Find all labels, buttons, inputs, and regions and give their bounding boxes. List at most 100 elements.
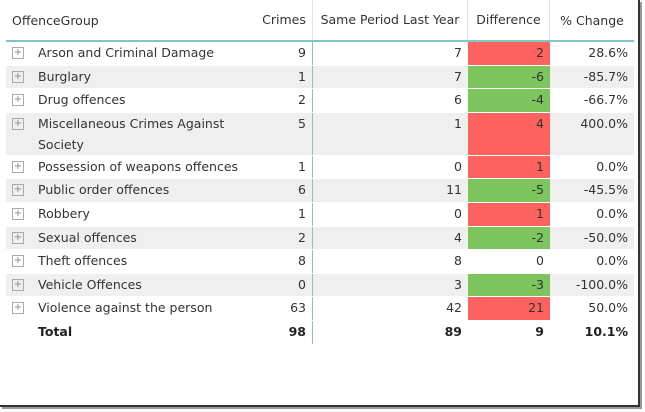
- offence-name: Drug offences: [38, 92, 126, 108]
- table-row: + Burglary 1 7 -6 -85.7%: [6, 65, 634, 90]
- sply-cell: 7: [454, 68, 462, 84]
- offence-name: Sexual offences: [38, 229, 137, 245]
- crimes-cell: 8: [256, 250, 313, 273]
- sply-cell: 11: [446, 182, 462, 198]
- table-row: + Public order offences 6 11 -5 -45.5%: [6, 179, 634, 203]
- difference-cell: 1: [468, 155, 550, 179]
- offence-cell: + Sexual offences: [6, 227, 256, 250]
- crimes-cell: 63: [256, 297, 313, 320]
- crimes-cell: 1: [256, 155, 313, 179]
- pct-change-cell: 0.0%: [596, 253, 628, 269]
- sply-cell: 0: [454, 205, 462, 221]
- crimes-cell: 1: [256, 202, 313, 226]
- expand-plus-icon[interactable]: +: [12, 70, 24, 83]
- sply-cell: 42: [446, 300, 462, 316]
- crimes-cell: 6: [256, 179, 313, 202]
- expand-plus-icon[interactable]: +: [12, 117, 24, 130]
- pct-change-cell: -66.7%: [583, 92, 628, 108]
- expand-plus-icon[interactable]: +: [12, 47, 24, 59]
- offence-cell: + Arson and Criminal Damage: [6, 42, 256, 65]
- offence-cell: + Public order offences: [6, 179, 256, 202]
- offence-cell: + Violence against the person: [6, 297, 256, 320]
- difference-cell: 1: [468, 202, 550, 226]
- table-row: + Theft offences 8 8 0 0.0%: [6, 250, 634, 274]
- sply-cell: 6: [454, 92, 462, 108]
- difference-cell: 4: [468, 112, 550, 155]
- crimes-cell: 2: [256, 226, 313, 250]
- offence-cell: + Miscellaneous Crimes Against Society: [6, 113, 256, 155]
- total-row: Total 98 89 9 10.1%: [6, 320, 634, 345]
- crimes-cell: 1: [256, 65, 313, 89]
- pct-change-cell: 0.0%: [596, 205, 628, 221]
- crimes-cell: 0: [256, 273, 313, 297]
- pct-change-cell: 50.0%: [588, 300, 628, 316]
- expand-plus-icon[interactable]: +: [12, 160, 24, 173]
- header-same-period-last-year[interactable]: Same Period Last Year: [313, 0, 468, 40]
- pct-change-cell: -50.0%: [583, 229, 628, 245]
- table-row: + Miscellaneous Crimes Against Society 5 …: [6, 112, 634, 156]
- table-row: + Drug offences 2 6 -4 -66.7%: [6, 89, 634, 113]
- sply-cell: 4: [454, 229, 462, 245]
- expand-plus-icon[interactable]: +: [12, 302, 24, 315]
- offence-name: Violence against the person: [38, 300, 213, 316]
- offence-name: Possession of weapons offences: [38, 158, 239, 174]
- header-offencegroup[interactable]: OffenceGroup: [12, 12, 99, 28]
- table-row: + Possession of weapons offences 1 0 1 0.…: [6, 155, 634, 180]
- offence-name: Miscellaneous Crimes Against Society: [38, 115, 225, 152]
- pct-change-cell: -45.5%: [583, 182, 628, 198]
- expand-plus-icon[interactable]: +: [12, 184, 24, 197]
- total-sply: 89: [444, 323, 462, 339]
- expand-plus-icon[interactable]: +: [12, 231, 24, 244]
- pct-change-cell: -100.0%: [575, 276, 628, 292]
- sply-cell: 3: [454, 276, 462, 292]
- difference-cell: 2: [468, 42, 550, 65]
- offence-name: Public order offences: [38, 182, 170, 198]
- difference-cell: -5: [468, 179, 550, 202]
- sply-cell: 8: [454, 253, 462, 269]
- table-row: + Vehicle Offences 0 3 -3 -100.0%: [6, 273, 634, 298]
- table-row: + Arson and Criminal Damage 9 7 2 28.6%: [6, 42, 634, 66]
- offence-name: Arson and Criminal Damage: [38, 45, 215, 60]
- header-percent-change[interactable]: % Change: [560, 12, 624, 28]
- sply-cell: 1: [454, 115, 462, 131]
- table-row: + Violence against the person 63 42 21 50…: [6, 297, 634, 321]
- total-crimes: 98: [256, 320, 313, 344]
- offence-name: Robbery: [38, 205, 90, 221]
- table-body: + Arson and Criminal Damage 9 7 2 28.6% + B…: [6, 42, 634, 321]
- pct-change-cell: -85.7%: [583, 68, 628, 84]
- total-pct: 10.1%: [584, 323, 628, 339]
- crimes-cell: 2: [256, 89, 313, 112]
- offence-cell: + Theft offences: [6, 250, 256, 273]
- crimes-cell: 9: [256, 42, 313, 65]
- offence-name: Theft offences: [38, 253, 128, 269]
- offence-cell: + Drug offences: [6, 89, 256, 112]
- table-row: + Sexual offences 2 4 -2 -50.0%: [6, 226, 634, 251]
- difference-cell: 21: [468, 297, 550, 320]
- expand-plus-icon[interactable]: +: [12, 255, 24, 268]
- sply-cell: 7: [454, 45, 462, 60]
- offence-cell: + Possession of weapons offences: [6, 156, 256, 179]
- offence-name: Burglary: [38, 68, 92, 84]
- pct-change-cell: 400.0%: [580, 115, 628, 131]
- table-row: + Robbery 1 0 1 0.0%: [6, 202, 634, 227]
- header-row: OffenceGroup Crimes Same Period Last Yea…: [6, 0, 634, 42]
- offence-cell: + Burglary: [6, 66, 256, 89]
- total-difference: 9: [535, 323, 544, 339]
- sply-cell: 0: [454, 158, 462, 174]
- total-label: Total: [38, 323, 73, 339]
- difference-cell: -4: [468, 89, 550, 112]
- offence-cell: + Robbery: [6, 203, 256, 226]
- expand-plus-icon[interactable]: +: [12, 94, 24, 107]
- difference-cell: -6: [468, 65, 550, 89]
- difference-cell: 0: [536, 253, 544, 269]
- offence-matrix: OffenceGroup Crimes Same Period Last Yea…: [6, 0, 634, 345]
- pct-change-cell: 0.0%: [596, 158, 628, 174]
- offence-cell: + Vehicle Offences: [6, 274, 256, 297]
- header-difference[interactable]: Difference: [468, 0, 550, 40]
- header-crimes[interactable]: Crimes: [256, 0, 313, 40]
- difference-cell: -2: [468, 226, 550, 250]
- difference-cell: -3: [468, 273, 550, 297]
- expand-plus-icon[interactable]: +: [12, 207, 24, 220]
- expand-plus-icon[interactable]: +: [12, 278, 24, 291]
